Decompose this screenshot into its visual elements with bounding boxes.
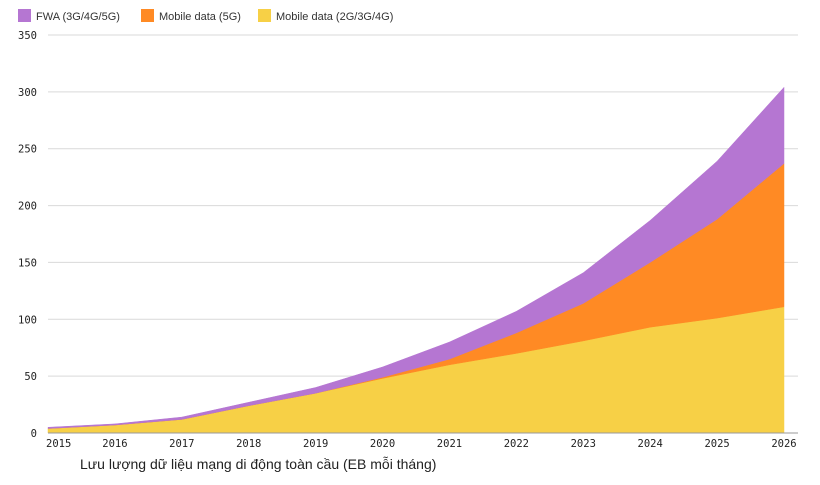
- x-tick-label: 2026: [771, 438, 796, 450]
- legend-swatch: [141, 9, 154, 22]
- x-tick-label: 2023: [571, 438, 596, 450]
- series-areas: [47, 86, 785, 434]
- x-tick-label: 2021: [437, 438, 462, 450]
- chart-caption: Lưu lượng dữ liệu mạng di động toàn cầu …: [80, 456, 437, 472]
- y-tick-label: 350: [18, 30, 37, 42]
- gridlines: [48, 34, 798, 377]
- x-axis-ticks: 2015 2016 2017 2018 2019 2020 2021 2022 2023 2024…: [46, 438, 797, 450]
- y-tick-label: 250: [18, 144, 37, 156]
- y-tick-label: 50: [24, 371, 37, 383]
- y-tick-label: 100: [18, 314, 37, 326]
- y-tick-label: 0: [31, 428, 37, 440]
- x-tick-label: 2024: [638, 438, 663, 450]
- y-tick-label: 200: [18, 201, 37, 213]
- x-tick-label: 2019: [303, 438, 328, 450]
- legend-swatch: [18, 9, 31, 22]
- legend-label: Mobile data (2G/3G/4G): [276, 11, 393, 23]
- y-tick-label: 150: [18, 257, 37, 269]
- legend: FWA (3G/4G/5G) Mobile data (5G) Mobile dat…: [18, 9, 393, 23]
- x-tick-label: 2016: [102, 438, 127, 450]
- y-axis-ticks: 0 50 100 150 200 250 300 350: [18, 30, 37, 440]
- x-tick-label: 2018: [236, 438, 261, 450]
- area-fwa-3g-4g-5g: [47, 86, 785, 429]
- x-tick-label: 2025: [704, 438, 729, 450]
- y-tick-label: 300: [18, 87, 37, 99]
- x-tick-label: 2015: [46, 438, 71, 450]
- x-tick-label: 2020: [370, 438, 395, 450]
- legend-label: Mobile data (5G): [159, 11, 241, 23]
- legend-swatch: [258, 9, 271, 22]
- legend-label: FWA (3G/4G/5G): [36, 11, 120, 23]
- x-tick-label: 2017: [169, 438, 194, 450]
- x-tick-label: 2022: [504, 438, 529, 450]
